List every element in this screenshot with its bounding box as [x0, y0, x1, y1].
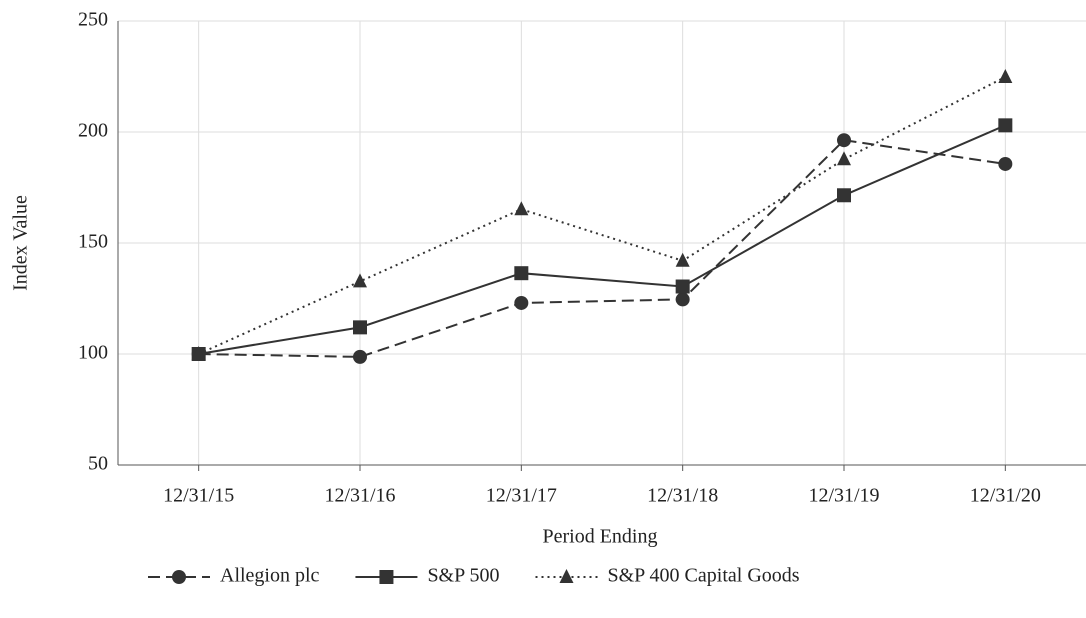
x-tick-label: 12/31/17	[486, 485, 557, 507]
y-tick-label: 100	[78, 342, 108, 364]
point	[837, 151, 851, 166]
series-line	[198, 139, 1006, 358]
x-tick-label: 12/31/20	[970, 485, 1041, 507]
series-line	[198, 76, 1006, 355]
legend-label: S&P 400 Capital Goods	[608, 565, 800, 587]
x-tick-label: 12/31/18	[647, 485, 718, 507]
legend-marker	[172, 570, 186, 584]
y-tick-label: 150	[78, 231, 108, 253]
point	[998, 156, 1013, 171]
point	[353, 349, 367, 364]
legend-marker	[379, 570, 394, 584]
x-tick-label: 12/31/19	[808, 485, 879, 507]
point	[998, 118, 1013, 133]
y-tick-label: 200	[78, 120, 108, 142]
x-tick-label: 12/31/15	[163, 485, 234, 507]
point	[675, 292, 690, 307]
y-tick-label: 50	[88, 453, 108, 475]
y-tick-label: 250	[78, 9, 108, 31]
point	[675, 252, 690, 267]
point	[998, 68, 1013, 83]
legend-marker	[559, 569, 574, 583]
point	[837, 133, 851, 148]
point	[675, 279, 690, 294]
x-tick-label: 12/31/16	[324, 485, 395, 507]
point	[514, 266, 529, 281]
point	[353, 320, 367, 335]
y-axis-label: Index Value	[10, 195, 32, 291]
point	[191, 346, 206, 360]
point	[837, 188, 851, 203]
series-line	[198, 124, 1006, 355]
legend-label: Allegion plc	[220, 565, 320, 587]
point	[353, 273, 367, 288]
x-axis-label: Period Ending	[543, 526, 658, 548]
legend-label: S&P 500	[427, 565, 499, 587]
point	[514, 201, 529, 216]
point	[514, 295, 529, 310]
